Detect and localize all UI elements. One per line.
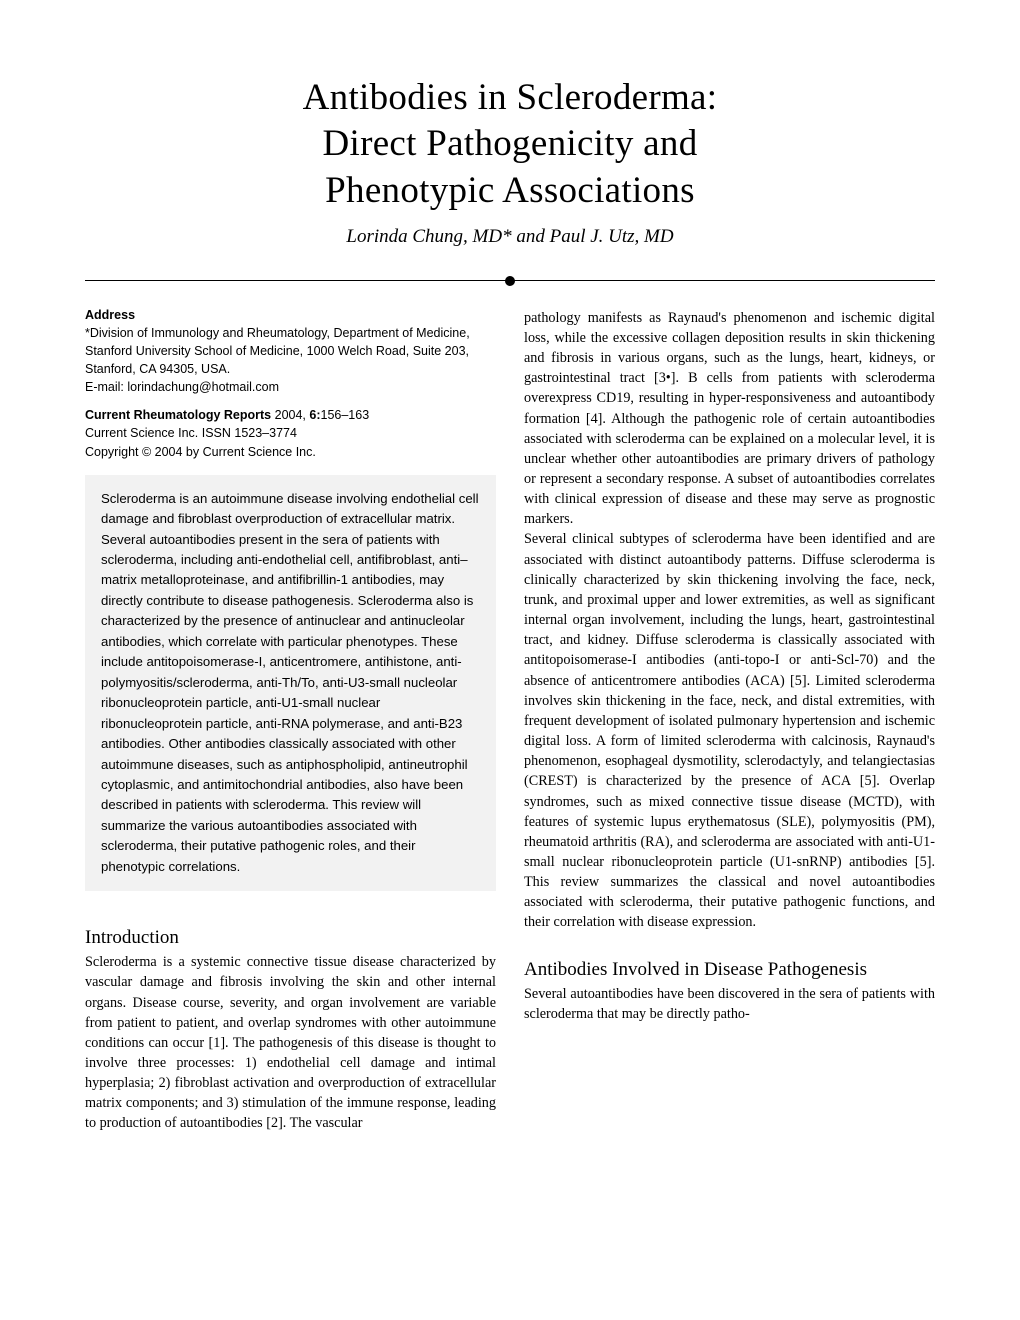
- address-lines: *Division of Immunology and Rheumatology…: [85, 326, 470, 376]
- abstract-box: Scleroderma is an autoimmune disease inv…: [85, 475, 496, 892]
- journal-year: 2004,: [271, 408, 309, 422]
- pathogenesis-body: Several autoantibodies have been discove…: [524, 984, 935, 1024]
- title-line-1: Antibodies in Scleroderma:: [85, 75, 935, 121]
- journal-citation: Current Rheumatology Reports 2004, 6:156…: [85, 406, 496, 424]
- col2-paragraph-1: pathology manifests as Raynaud's phenome…: [524, 308, 935, 530]
- article-title: Antibodies in Scleroderma: Direct Pathog…: [85, 75, 935, 214]
- divider-line-left: [85, 280, 510, 281]
- right-column-body: pathology manifests as Raynaud's phenome…: [524, 308, 935, 933]
- title-line-3: Phenotypic Associations: [85, 168, 935, 214]
- left-column: Address *Division of Immunology and Rheu…: [85, 308, 496, 1134]
- divider-line-right: [510, 280, 935, 281]
- address-block: *Division of Immunology and Rheumatology…: [85, 324, 496, 397]
- right-column: pathology manifests as Raynaud's phenome…: [524, 308, 935, 1134]
- journal-volume: 6:: [309, 408, 320, 422]
- author-line: Lorinda Chung, MD* and Paul J. Utz, MD: [85, 226, 935, 248]
- journal-copyright: Copyright © 2004 by Current Science Inc.: [85, 443, 496, 461]
- col2-paragraph-2: Several clinical subtypes of scleroderma…: [524, 529, 935, 932]
- journal-issn: Current Science Inc. ISSN 1523–3774: [85, 424, 496, 442]
- address-email: E-mail: lorindachung@hotmail.com: [85, 380, 279, 394]
- two-column-layout: Address *Division of Immunology and Rheu…: [85, 308, 935, 1134]
- title-divider: [85, 276, 935, 286]
- title-line-2: Direct Pathogenicity and: [85, 121, 935, 167]
- intro-heading: Introduction: [85, 927, 496, 949]
- address-heading: Address: [85, 308, 496, 322]
- journal-name: Current Rheumatology Reports: [85, 408, 271, 422]
- pathogenesis-paragraph-1: Several autoantibodies have been discove…: [524, 984, 935, 1024]
- journal-info: Current Rheumatology Reports 2004, 6:156…: [85, 406, 496, 460]
- intro-paragraph-1: Scleroderma is a systemic connective tis…: [85, 952, 496, 1133]
- pathogenesis-heading: Antibodies Involved in Disease Pathogene…: [524, 959, 935, 981]
- journal-pages: 156–163: [321, 408, 370, 422]
- intro-body: Scleroderma is a systemic connective tis…: [85, 952, 496, 1133]
